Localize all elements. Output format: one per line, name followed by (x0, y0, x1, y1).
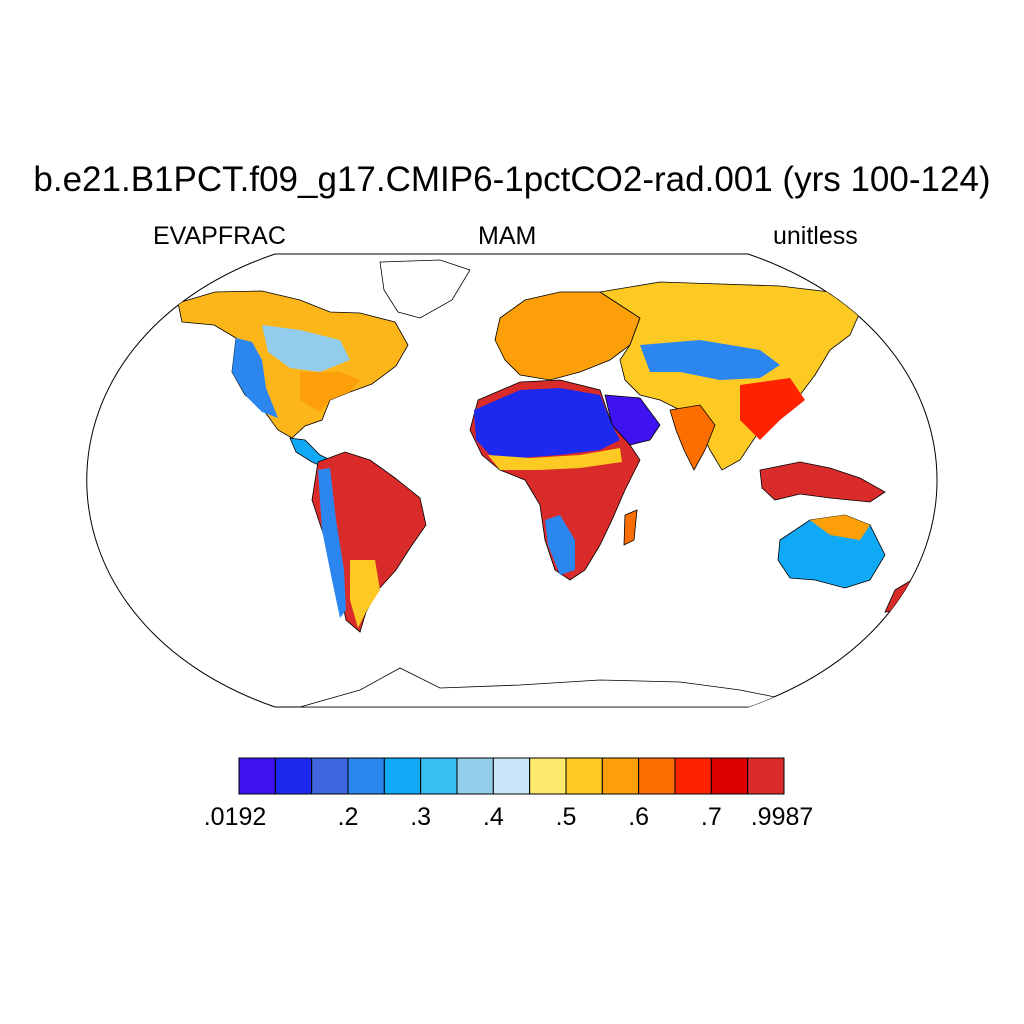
colorbar-tick-label: .6 (628, 803, 650, 831)
colorbar-box (674, 757, 712, 795)
indonesia (759, 461, 886, 503)
colorbar-box (238, 757, 276, 795)
north-america-east (300, 372, 360, 412)
colorbar-box (710, 757, 749, 795)
central-asia-dry (640, 340, 780, 380)
colorbar-box (638, 757, 676, 795)
colorbar-box (492, 757, 531, 795)
units-label: unitless (773, 222, 858, 250)
colorbar-box (274, 757, 313, 795)
southern-africa (545, 515, 575, 575)
south-america-south (350, 560, 380, 628)
colorbar-box (420, 757, 458, 795)
colorbar-box (565, 757, 603, 795)
sahara (474, 388, 620, 458)
north-america-arid (232, 338, 278, 418)
colorbar-box (383, 757, 422, 795)
plot-title: b.e21.B1PCT.f09_g17.CMIP6-1pctCO2-rad.00… (33, 160, 991, 199)
variable-label: EVAPFRAC (153, 222, 286, 250)
colorbar-tick-label: .2 (337, 803, 359, 831)
colorbar-box (601, 757, 640, 795)
east-asia-wet (740, 378, 805, 440)
colorbar-box (311, 757, 349, 795)
colorbar-box (456, 757, 494, 795)
colorbar-tick-label: .4 (482, 803, 504, 831)
colorbar-tick-label: .9987 (750, 803, 814, 831)
colorbar-tick-label: .5 (555, 803, 577, 831)
colorbar-box (747, 757, 785, 795)
india (669, 404, 716, 471)
colorbar-tick-label: .0192 (203, 803, 267, 831)
sahel (488, 448, 622, 470)
greenland (379, 259, 471, 319)
colorbar-tick-label: .7 (700, 803, 722, 831)
australia-north (810, 515, 870, 540)
season-label: MAM (478, 222, 537, 250)
north-america-mid (262, 325, 350, 372)
colorbar-tick-label: .3 (410, 803, 432, 831)
south-america-west (318, 468, 346, 618)
europe (494, 291, 641, 381)
colorbar-box (347, 757, 385, 795)
madagascar (623, 509, 638, 546)
colorbar-box (529, 757, 567, 795)
